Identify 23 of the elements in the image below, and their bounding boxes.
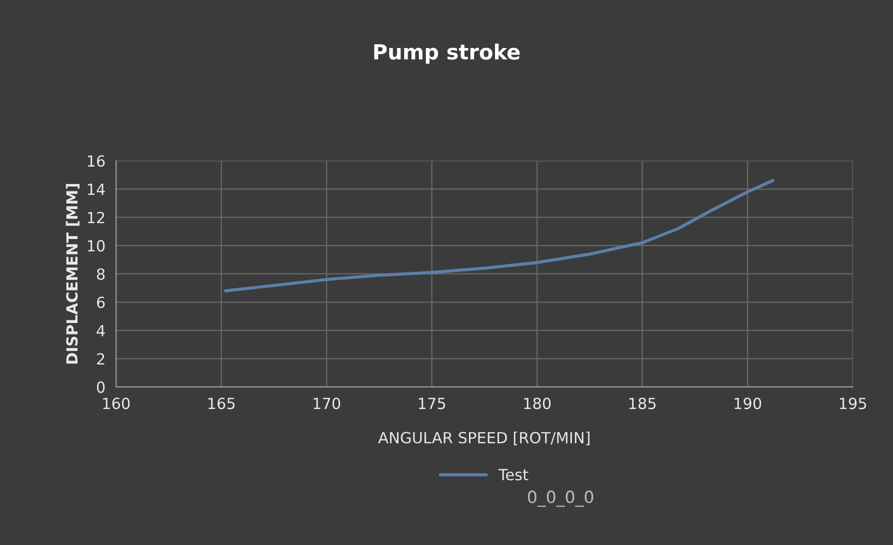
x-axis-title: ANGULAR SPEED [ROT/MIN] [378,432,590,446]
chart-title: Pump stroke [374,44,520,64]
y-tick-label: 4 [96,325,105,336]
y-tick-label: 10 [88,240,105,252]
x-tick-label: 195 [840,398,866,410]
x-tick-label: 165 [208,398,235,410]
y-tick-label: 6 [97,296,105,308]
y-tick-label: 0 [96,381,105,393]
x-tick-label: 160 [103,398,130,410]
y-tick-label: 8 [96,268,105,280]
text: 0_0_0_0 [528,490,594,507]
legend-label: Test [498,469,528,480]
line-series [224,179,774,292]
x-tick-label: 170 [314,398,340,410]
y-axis-title: DISPLACEMENT [MM] [66,184,80,364]
y-tick-label: 2 [97,353,104,364]
y-tick-label: 16 [88,155,105,167]
y-tick-label: 14 [88,184,105,195]
y-tick-label: 12 [88,212,104,224]
x-tick-label: 180 [524,398,551,410]
x-tick-label: 190 [734,398,762,410]
x-tick-label: 175 [418,398,446,410]
x-tick-label: 185 [629,398,656,410]
